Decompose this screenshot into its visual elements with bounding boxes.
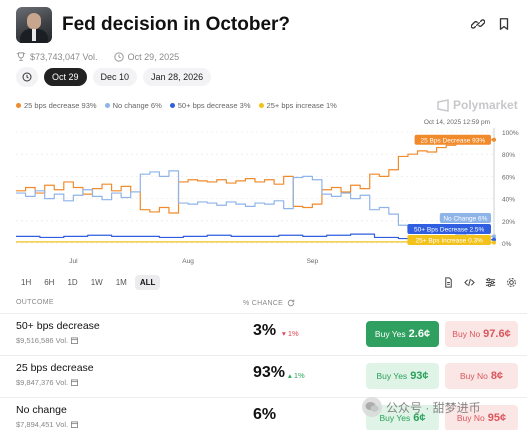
date-pill-oct-29[interactable]: Oct 29 [44, 68, 87, 86]
outcome-name: 25 bps decrease [16, 362, 94, 374]
clock-icon [113, 52, 124, 62]
settings-gear-icon[interactable] [506, 277, 517, 288]
timeframe-1m[interactable]: 1M [115, 278, 127, 287]
legend-item-50bps-decrease: 50+ bps decrease 3% [169, 101, 251, 110]
history-icon [22, 72, 32, 82]
date-pill-dec-10[interactable]: Dec 10 [92, 68, 138, 86]
polymarket-logo-icon [437, 98, 449, 112]
outcome-change: ▴ 1% [288, 371, 305, 380]
buy-no-button[interactable]: Buy No 8¢ [445, 363, 518, 389]
chart-legend: 25 bps decrease 93% No change 6% 50+ bps… [16, 101, 337, 110]
series-end-label: 50+ Bps Decrease 2.5% [414, 227, 484, 234]
series-end-tag [407, 224, 491, 234]
market-volume: $73,743,047 Vol. [30, 52, 98, 62]
hover-date-label: Oct 14, 2025 12:59 pm [424, 119, 490, 126]
buy-yes-button[interactable]: Buy Yes 2.6¢ [366, 321, 439, 347]
series-end-point [492, 137, 496, 142]
legend-item-25bps-increase: 25+ bps increase 1% [258, 101, 337, 110]
timeframe-1h[interactable]: 1H [21, 278, 32, 287]
bookmark-icon[interactable] [497, 17, 511, 31]
trophy-icon [16, 52, 26, 61]
series-end-label: 25 Bps Decrease 93% [420, 137, 485, 144]
market-meta: $73,743,047 Vol. Oct 29, 2025 [16, 52, 179, 62]
series-end-tag [407, 235, 491, 245]
date-pill-jan-28[interactable]: Jan 28, 2026 [143, 68, 212, 86]
document-icon[interactable] [443, 277, 454, 288]
series-end-point [492, 237, 496, 242]
price-chart[interactable]: 100% 80% 60% 40% 20% 0% Jul Aug Sep Oct 14, 2025 … [0, 112, 527, 272]
series-end-tag [414, 134, 491, 145]
outcome-chance: 3% [253, 322, 277, 339]
legend-item-25bps-decrease: 25 bps decrease 93% [16, 101, 97, 110]
column-outcome: OUTCOME [16, 299, 54, 306]
embed-code-icon[interactable] [464, 277, 475, 288]
y-tick-label: 20% [502, 219, 515, 226]
buy-no-button[interactable]: Buy No 97.6¢ [445, 321, 518, 347]
buy-yes-button[interactable]: Buy Yes 93¢ [366, 363, 439, 389]
timeframe-selector: 1H 6H 1D 1W 1M ALL [16, 275, 161, 290]
y-tick-label: 100% [502, 130, 519, 137]
link-icon[interactable] [471, 17, 485, 31]
y-tick-label: 80% [502, 152, 515, 159]
series-line-50-bps-decrease [16, 233, 494, 241]
outcome-row-no-change[interactable]: No change $7,894,451 Vol. 6% Buy Yes 6¢ B… [0, 397, 527, 430]
series-line-25-bps-decrease [16, 139, 494, 214]
wechat-logo-icon [362, 397, 382, 417]
filter-sliders-icon[interactable] [485, 277, 496, 288]
timeframe-6h[interactable]: 6H [44, 278, 55, 287]
series-end-label: 25+ Bps Increase 0.3% [416, 238, 484, 245]
outcome-chance: 6% [253, 406, 277, 423]
y-tick-label: 40% [502, 197, 515, 204]
outcome-change: ▾ 1% [282, 329, 299, 338]
outcome-name: No change [16, 404, 67, 416]
refresh-icon[interactable] [287, 299, 295, 307]
calendar-icon [71, 337, 79, 344]
timeframe-1d[interactable]: 1D [67, 278, 78, 287]
outcome-chance: 93% [253, 364, 286, 381]
x-tick-label: Aug [182, 258, 194, 265]
chart-tools [443, 277, 517, 288]
buy-no-button[interactable]: Buy No 95¢ [445, 405, 518, 430]
series-end-point [492, 240, 496, 245]
x-tick-label: Sep [307, 258, 319, 265]
column-chance: % CHANCE [243, 299, 295, 307]
y-tick-label: 60% [502, 174, 515, 181]
market-avatar [16, 7, 52, 43]
outcome-table-header: OUTCOME % CHANCE [16, 299, 511, 311]
polymarket-watermark: Polymarket [437, 98, 518, 112]
market-header: Fed decision in October? [16, 7, 511, 45]
timeframe-1w[interactable]: 1W [90, 278, 103, 287]
market-end-date: Oct 29, 2025 [127, 52, 180, 62]
wechat-watermark: 公众号 · 甜梦进币 [362, 397, 481, 417]
outcome-row-25bps-decrease[interactable]: 25 bps decrease $9,847,376 Vol. 93% ▴ 1%… [0, 355, 527, 397]
outcome-volume: $9,847,376 Vol. [16, 378, 79, 387]
y-tick-label: 0% [502, 241, 512, 248]
legend-item-no-change: No change 6% [104, 101, 162, 110]
series-end-label: No Change 6% [443, 216, 487, 223]
outcome-row-50bps-decrease[interactable]: 50+ bps decrease $9,516,586 Vol. 3% ▾ 1%… [0, 313, 527, 355]
series-end-tag [439, 213, 491, 223]
market-title: Fed decision in October? [62, 14, 291, 35]
outcome-volume: $7,894,451 Vol. [16, 420, 79, 429]
calendar-icon [71, 421, 79, 428]
outcome-name: 50+ bps decrease [16, 320, 100, 332]
series-end-point [492, 234, 496, 239]
outcome-volume: $9,516,586 Vol. [16, 336, 79, 345]
calendar-icon [71, 379, 79, 386]
x-tick-label: Jul [69, 258, 78, 265]
history-button[interactable] [16, 67, 38, 87]
timeframe-all[interactable]: ALL [134, 275, 161, 290]
date-selector: Oct 29 Dec 10 Jan 28, 2026 [16, 67, 212, 87]
